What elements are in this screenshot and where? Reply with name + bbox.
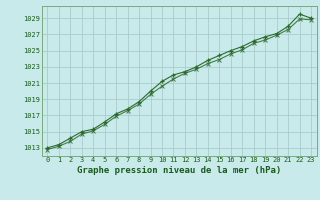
X-axis label: Graphe pression niveau de la mer (hPa): Graphe pression niveau de la mer (hPa) [77, 166, 281, 175]
